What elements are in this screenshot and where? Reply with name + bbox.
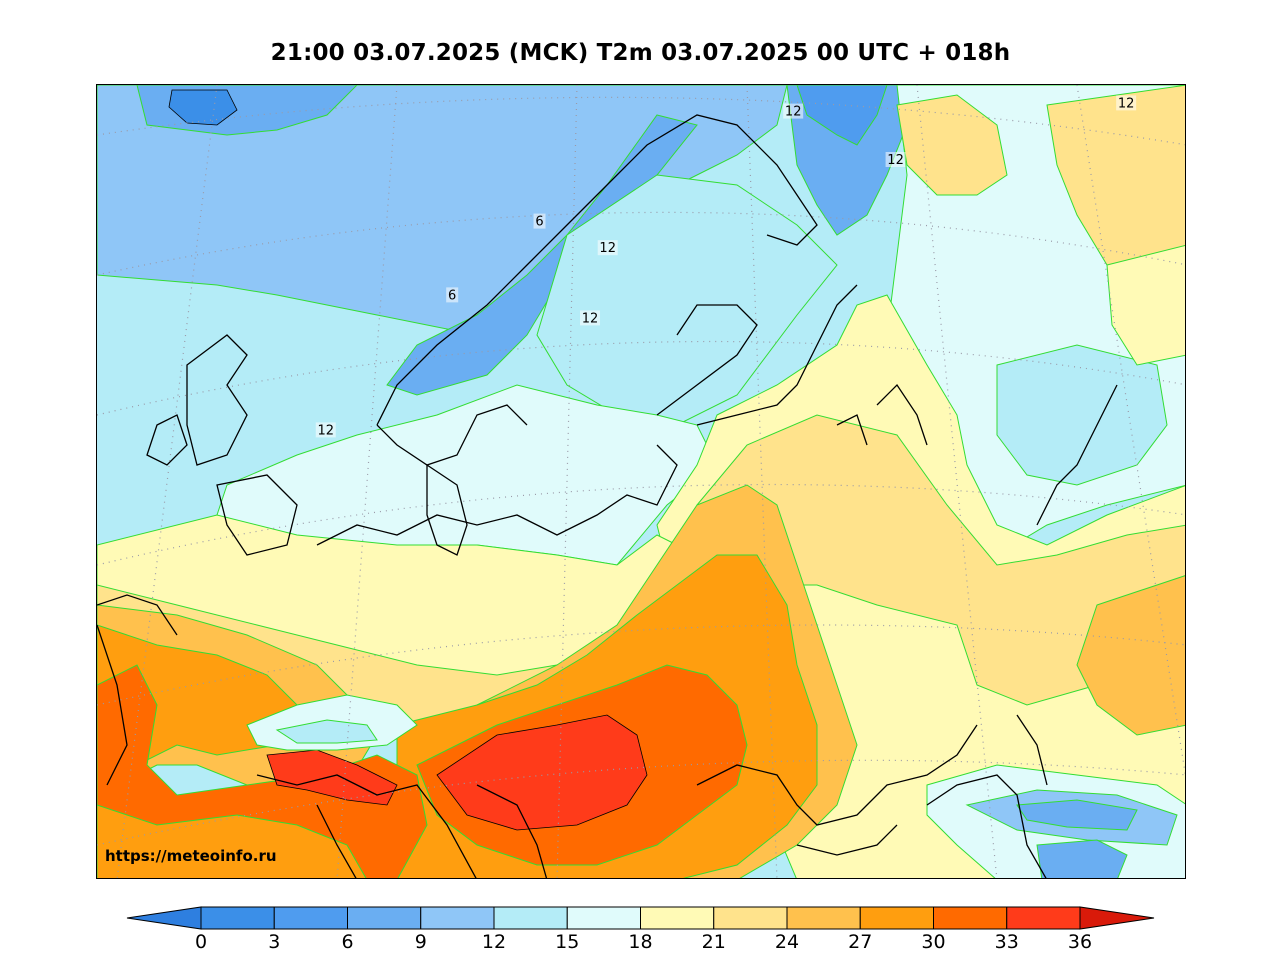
contour-label-background xyxy=(315,422,336,438)
colorbar-tick-label: 18 xyxy=(628,931,652,953)
contour-label-background xyxy=(1116,95,1137,111)
temperature-map-canvas: 61212661212121212126 https://meteoinfo.r… xyxy=(97,85,1185,878)
colorbar-tick-label: 3 xyxy=(268,931,280,953)
colorbar-cell xyxy=(1006,906,1081,930)
colorbar-cells xyxy=(126,906,1155,930)
colorbar-cell xyxy=(713,906,788,930)
contour-label-background xyxy=(885,152,906,167)
colorbar-tick-label: 6 xyxy=(341,931,353,953)
contour-label: 12 xyxy=(599,241,616,256)
source-url: https://meteoinfo.ru xyxy=(105,847,277,865)
colorbar-tick-label: 0 xyxy=(195,931,207,953)
contour-label-background xyxy=(533,213,546,229)
colorbar-cell xyxy=(640,906,715,930)
colorbar-tick-label: 27 xyxy=(848,931,872,953)
contour-label: 12 xyxy=(317,423,334,438)
contour-label-background xyxy=(580,310,601,326)
temp-zone-27-30 xyxy=(97,804,367,878)
contour-label: 12 xyxy=(582,311,599,326)
contour-label-background xyxy=(597,240,618,256)
temp-zone-21-24 xyxy=(896,94,1008,196)
contour-label-background xyxy=(446,287,459,303)
temp-zone-33-36 xyxy=(436,714,648,831)
colorbar-tick-label: 12 xyxy=(482,931,506,953)
contour-label: 12 xyxy=(887,153,904,168)
colorbar-cell xyxy=(493,906,568,930)
colorbar-cell xyxy=(420,906,495,930)
colorbar-tick-label: 21 xyxy=(702,931,726,953)
contour-label: 6 xyxy=(448,288,456,303)
colorbar-cell xyxy=(859,906,934,930)
temp-zone-6-9 xyxy=(1036,839,1128,878)
temp-zone-18-21 xyxy=(1106,244,1185,366)
contour-label: 6 xyxy=(535,215,543,230)
colorbar-tick-label: 15 xyxy=(555,931,579,953)
temp-zone-3-6 xyxy=(796,85,888,146)
contour-label-background xyxy=(783,103,804,119)
colorbar-under-arrow xyxy=(126,906,202,930)
contour-label: 12 xyxy=(785,105,802,120)
colorbar-cell xyxy=(347,906,422,930)
contour-label: 12 xyxy=(1118,96,1135,111)
colorbar-cell xyxy=(273,906,348,930)
colorbar-tick-label: 9 xyxy=(415,931,427,953)
map-title: 21:00 03.07.2025 (MCK) T2m 03.07.2025 00… xyxy=(270,40,1011,66)
coastlines xyxy=(97,114,1118,878)
colorbar-tick-label: 24 xyxy=(775,931,799,953)
colorbar-cell xyxy=(566,906,641,930)
colorbar-over-arrow xyxy=(1079,906,1155,930)
colorbar-cell xyxy=(200,906,275,930)
temp-zone-12-15 xyxy=(536,174,838,426)
colorbar-cell xyxy=(933,906,1008,930)
colorbar-tick-label: 36 xyxy=(1068,931,1092,953)
temp-zone-0-3 xyxy=(168,89,238,126)
temp-zone-24-27 xyxy=(1076,575,1185,736)
temp-zone-6-9 xyxy=(1016,799,1138,831)
temp-zone-12-15 xyxy=(275,719,378,744)
colorbar-tick-label: 30 xyxy=(921,931,945,953)
colorbar-ticks: 0 3 6 9 12 15 18 21 24 27 30 33 36 xyxy=(195,931,1092,953)
temp-zone-33-36 xyxy=(266,749,398,806)
temperature-colorbar: 0 3 6 9 12 15 18 21 24 27 30 33 36 xyxy=(126,906,1155,953)
temp-zone-21-24 xyxy=(696,414,1185,706)
contour-labels: 61212661212121212126 xyxy=(315,95,1137,438)
colorbar-tick-label: 33 xyxy=(995,931,1019,953)
colorbar-cell xyxy=(786,906,861,930)
temperature-map: 61212661212121212126 https://meteoinfo.r… xyxy=(96,84,1186,879)
